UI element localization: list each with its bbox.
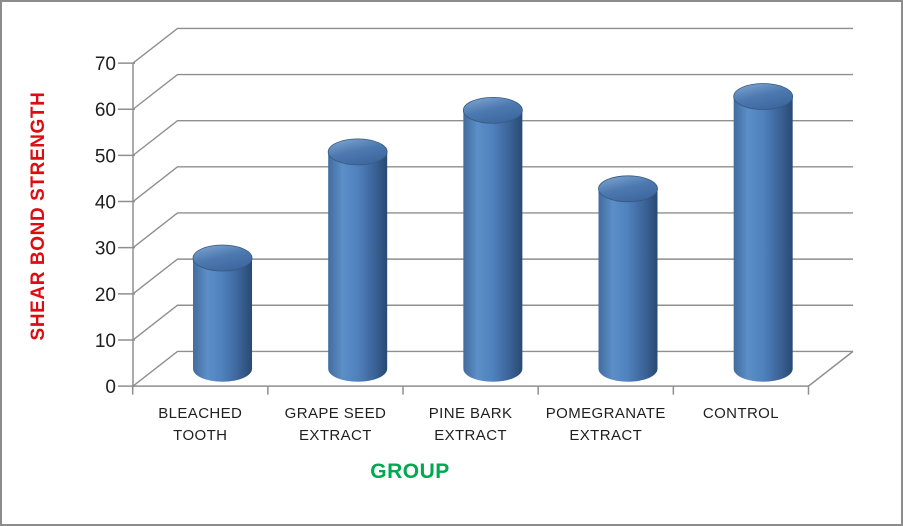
cylinder-top <box>462 96 523 124</box>
axes <box>118 62 854 395</box>
category-labels: BLEACHED TOOTH GRAPE SEED EXTRACT PINE BARK E… <box>158 405 779 444</box>
category-label-line: EXTRACT <box>434 427 507 444</box>
y-tick-label: 50 <box>95 146 116 167</box>
category-label-1: BLEACHED TOOTH <box>158 405 242 444</box>
y-tick-label: 40 <box>95 193 116 214</box>
cylinder-top <box>598 175 658 203</box>
cylinder-bar-3 <box>462 96 523 382</box>
cylinder-bar-5 <box>733 83 794 382</box>
category-label-line: PINE BARK <box>429 405 513 422</box>
category-label-line: CONTROL <box>703 405 779 422</box>
cylinder-top <box>733 83 794 110</box>
gridline-60 <box>132 73 853 110</box>
y-tick-label: 70 <box>95 54 116 75</box>
cylinder-body <box>598 188 658 382</box>
gridline-50 <box>132 119 853 156</box>
cylinder-top <box>192 244 253 272</box>
category-label-line: EXTRACT <box>299 427 372 444</box>
category-label-line: POMEGRANATE <box>546 405 666 422</box>
gridline-70 <box>132 27 853 64</box>
floor-right-edge <box>808 350 854 387</box>
cylinder-bar-4 <box>598 175 658 382</box>
cylinder-bar-2 <box>327 138 388 382</box>
y-tick-label: 20 <box>95 285 116 306</box>
y-tick-labels: 0 10 20 30 40 50 60 70 <box>95 54 116 398</box>
gridline-40 <box>132 166 853 203</box>
category-label-line: TOOTH <box>173 427 227 444</box>
cylinder-body <box>463 110 523 382</box>
y-tick-label: 0 <box>105 377 116 398</box>
x-axis-title: GROUP <box>370 460 450 483</box>
gridlines <box>132 27 853 387</box>
cylinder-top <box>327 138 388 166</box>
category-label-line: GRAPE SEED <box>285 405 387 422</box>
category-label-5: CONTROL <box>703 405 779 422</box>
cylinder-body <box>193 258 253 382</box>
bars <box>192 83 794 382</box>
category-label-4: POMEGRANATE EXTRACT <box>546 405 666 444</box>
cylinder-bar-1 <box>192 244 253 382</box>
cylinder-body <box>733 96 793 382</box>
y-tick-label: 30 <box>95 239 116 260</box>
category-label-line: EXTRACT <box>569 427 642 444</box>
category-label-line: BLEACHED <box>158 405 242 422</box>
y-tick-label: 60 <box>95 100 116 121</box>
y-axis-title: SHEAR BOND STRENGTH <box>28 92 49 341</box>
cylinder-body <box>328 151 388 382</box>
category-label-3: PINE BARK EXTRACT <box>429 405 513 444</box>
category-label-2: GRAPE SEED EXTRACT <box>285 405 387 444</box>
y-tick-label: 10 <box>95 331 116 352</box>
